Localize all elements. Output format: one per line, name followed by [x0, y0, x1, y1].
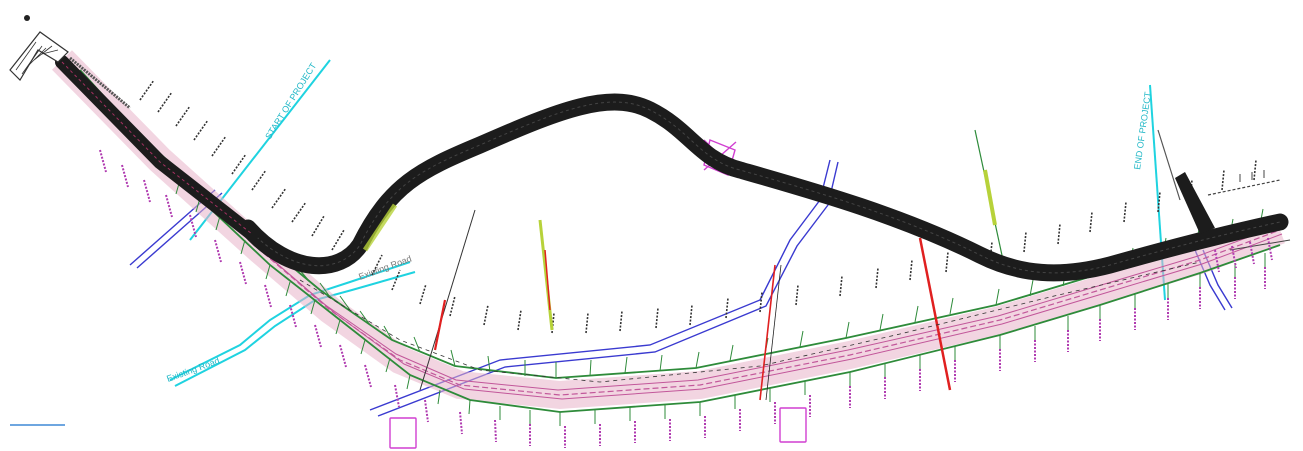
start-of-project-label: START OF PROJECT [263, 61, 318, 141]
lane-dashes [299, 261, 1201, 383]
station-ticks-upper [137, 130, 1264, 378]
start-hatch-pad [9, 31, 131, 110]
existing-road-label-1: Existing Road [165, 355, 221, 383]
cross-lines [419, 129, 1181, 401]
corner-dot [24, 15, 30, 21]
end-chainage-marks [1214, 237, 1273, 273]
existing-road-label-2: Existing Road [357, 253, 413, 281]
end-of-project-label: END OF PROJECT [1132, 91, 1153, 171]
chainage-marks-upper [139, 79, 1257, 334]
main-corridor [49, 49, 1285, 413]
station-ticks-lower [175, 179, 1266, 426]
chainage-marks-lower [99, 149, 1266, 448]
end-junction-wedge [1175, 170, 1291, 251]
bypass-alignment [55, 55, 1289, 282]
